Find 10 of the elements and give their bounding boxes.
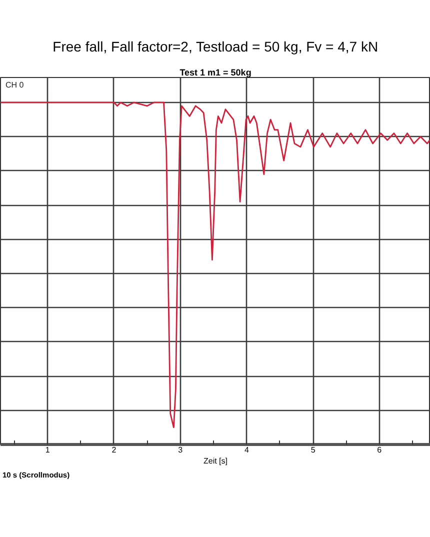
x-tick-label: 2 [112,446,117,454]
x-tick-label: 3 [178,446,184,454]
x-axis-title: Zeit [s] [204,456,228,466]
chart-subtitle: Test 1 m1 = 50kg [180,68,252,78]
x-tick-label: 6 [377,446,382,454]
x-tick-label: 1 [45,446,50,454]
x-tick-label: 5 [310,446,316,454]
chart-title: Free fall, Fall factor=2, Testload = 50 kg, Fv = 4,7 kN [52,38,378,54]
x-tick-label: 4 [244,446,250,454]
text: CH 0 [6,80,24,90]
